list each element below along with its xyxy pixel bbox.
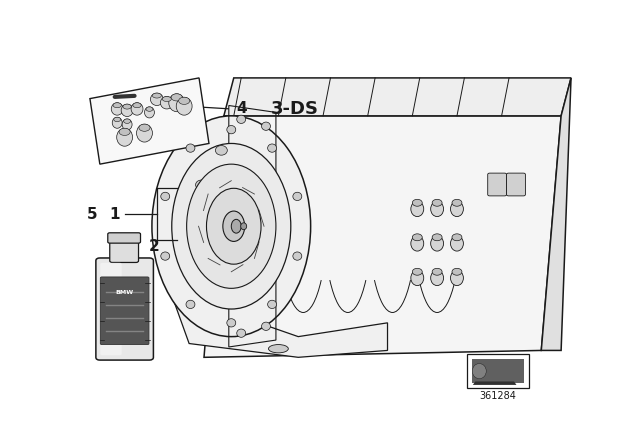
FancyBboxPatch shape (96, 258, 154, 360)
Ellipse shape (163, 96, 172, 102)
Ellipse shape (451, 271, 463, 285)
Ellipse shape (161, 252, 170, 260)
Ellipse shape (411, 202, 424, 216)
Ellipse shape (452, 234, 462, 241)
Ellipse shape (179, 97, 189, 104)
Ellipse shape (268, 300, 276, 309)
Ellipse shape (452, 199, 462, 206)
Ellipse shape (123, 104, 131, 109)
Ellipse shape (133, 103, 141, 108)
Ellipse shape (114, 117, 121, 122)
Ellipse shape (111, 103, 123, 115)
Ellipse shape (231, 220, 241, 233)
Ellipse shape (207, 188, 261, 264)
Ellipse shape (139, 124, 150, 131)
Ellipse shape (211, 273, 222, 283)
Ellipse shape (412, 199, 422, 206)
Ellipse shape (145, 107, 154, 118)
Polygon shape (90, 78, 209, 164)
Ellipse shape (116, 128, 132, 146)
Ellipse shape (146, 107, 153, 111)
Bar (467, 354, 529, 388)
Ellipse shape (216, 146, 227, 155)
Ellipse shape (293, 192, 302, 201)
Ellipse shape (412, 268, 422, 275)
Ellipse shape (169, 94, 185, 112)
FancyBboxPatch shape (507, 173, 525, 196)
Ellipse shape (268, 144, 276, 152)
Text: 5: 5 (87, 207, 98, 222)
Ellipse shape (122, 119, 132, 130)
Ellipse shape (269, 345, 288, 353)
Ellipse shape (121, 104, 133, 116)
Ellipse shape (119, 128, 130, 135)
Text: 1: 1 (109, 207, 120, 222)
Ellipse shape (237, 115, 246, 124)
Ellipse shape (196, 180, 207, 190)
Ellipse shape (472, 363, 486, 379)
Text: 3-DS: 3-DS (271, 100, 319, 118)
Ellipse shape (124, 119, 131, 123)
Ellipse shape (223, 211, 244, 241)
Ellipse shape (136, 124, 152, 142)
Ellipse shape (176, 97, 192, 115)
Ellipse shape (431, 271, 444, 285)
FancyBboxPatch shape (100, 263, 122, 355)
Text: 361284: 361284 (479, 391, 516, 401)
Ellipse shape (172, 143, 291, 309)
Ellipse shape (293, 252, 302, 260)
Ellipse shape (161, 96, 173, 109)
Ellipse shape (150, 93, 163, 105)
Polygon shape (204, 116, 561, 358)
Ellipse shape (412, 234, 422, 241)
Ellipse shape (451, 202, 463, 216)
FancyBboxPatch shape (100, 277, 149, 345)
Ellipse shape (227, 319, 236, 327)
Ellipse shape (113, 103, 122, 108)
Ellipse shape (112, 117, 122, 128)
Polygon shape (473, 382, 516, 385)
Text: 4: 4 (236, 101, 247, 116)
Polygon shape (169, 267, 388, 358)
Ellipse shape (262, 122, 271, 130)
Ellipse shape (187, 164, 276, 289)
Ellipse shape (171, 94, 182, 101)
Ellipse shape (431, 202, 444, 216)
Ellipse shape (131, 103, 143, 115)
Text: 2: 2 (149, 239, 160, 254)
Ellipse shape (452, 268, 462, 275)
Text: BMW: BMW (116, 290, 134, 295)
Ellipse shape (152, 116, 310, 336)
Ellipse shape (411, 236, 424, 251)
Ellipse shape (186, 300, 195, 309)
FancyBboxPatch shape (488, 173, 507, 196)
Ellipse shape (161, 192, 170, 201)
Ellipse shape (241, 223, 246, 230)
Ellipse shape (237, 329, 246, 337)
Ellipse shape (431, 236, 444, 251)
Polygon shape (541, 78, 571, 350)
FancyBboxPatch shape (108, 233, 141, 243)
Ellipse shape (451, 236, 463, 251)
Ellipse shape (411, 271, 424, 285)
Polygon shape (224, 78, 571, 116)
Ellipse shape (262, 322, 271, 331)
Ellipse shape (152, 93, 161, 98)
Ellipse shape (196, 239, 207, 248)
Ellipse shape (186, 144, 195, 152)
Ellipse shape (432, 268, 442, 275)
Ellipse shape (432, 199, 442, 206)
Bar (472, 359, 524, 383)
FancyBboxPatch shape (110, 238, 138, 263)
Ellipse shape (432, 234, 442, 241)
Ellipse shape (227, 125, 236, 134)
